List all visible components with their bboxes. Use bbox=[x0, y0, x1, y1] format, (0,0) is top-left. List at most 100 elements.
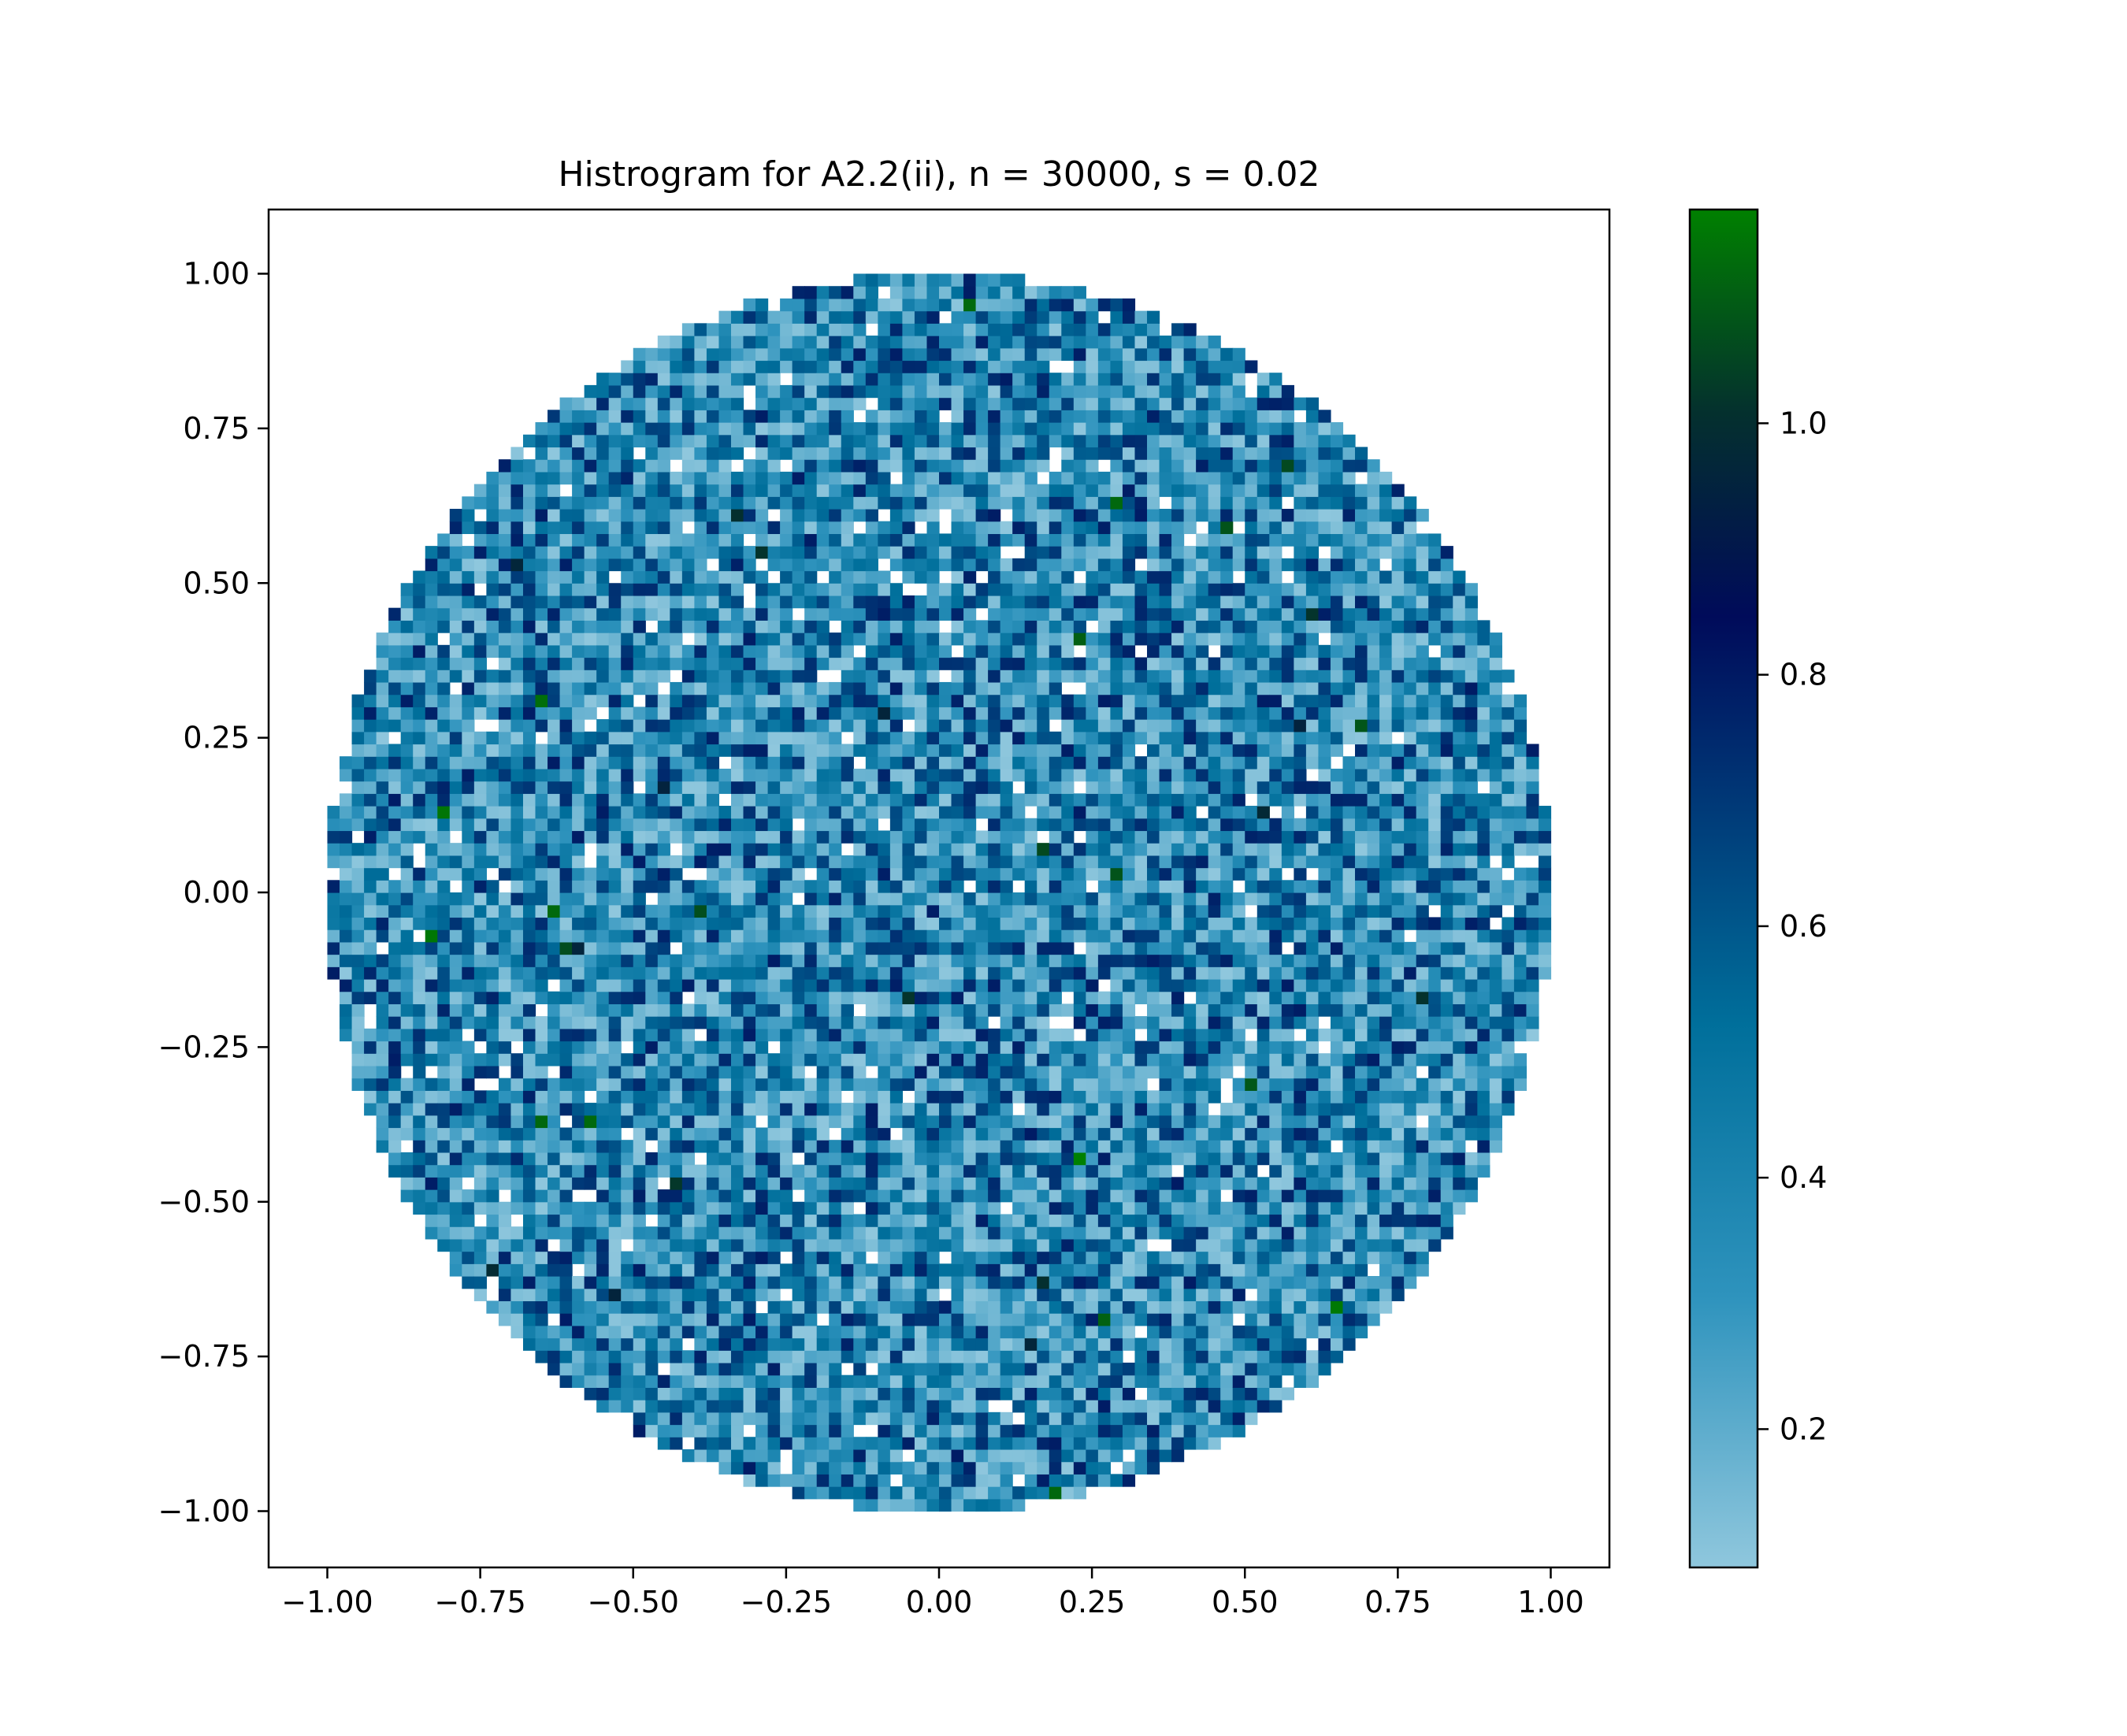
heatmap-cell bbox=[633, 558, 646, 572]
heatmap-cell bbox=[975, 1461, 989, 1474]
heatmap-cell bbox=[755, 904, 769, 918]
heatmap-cell bbox=[657, 1201, 670, 1215]
heatmap-cell bbox=[473, 756, 487, 770]
heatmap-cell bbox=[462, 1016, 475, 1029]
heatmap-cell bbox=[767, 731, 781, 745]
heatmap-cell bbox=[1000, 1028, 1013, 1042]
heatmap-cell bbox=[988, 1374, 1001, 1388]
heatmap-cell bbox=[572, 1313, 585, 1326]
heatmap-cell bbox=[1012, 595, 1026, 609]
heatmap-cell bbox=[670, 929, 683, 943]
heatmap-cell bbox=[706, 1325, 720, 1339]
heatmap-cell bbox=[1061, 595, 1075, 609]
heatmap-cell bbox=[681, 880, 695, 893]
heatmap-cell bbox=[425, 929, 438, 943]
heatmap-cell bbox=[914, 484, 928, 497]
heatmap-cell bbox=[584, 756, 597, 770]
heatmap-cell bbox=[975, 1028, 989, 1042]
heatmap-cell bbox=[633, 533, 646, 547]
heatmap-cell bbox=[498, 1090, 512, 1104]
heatmap-cell bbox=[853, 471, 867, 485]
heatmap-cell bbox=[1000, 447, 1013, 460]
heatmap-cell bbox=[535, 558, 548, 572]
heatmap-cell bbox=[951, 1313, 964, 1326]
heatmap-cell bbox=[743, 978, 756, 992]
heatmap-cell bbox=[829, 806, 842, 819]
heatmap-cell bbox=[388, 1152, 402, 1166]
heatmap-cell bbox=[730, 397, 744, 410]
heatmap-cell bbox=[694, 1437, 707, 1450]
heatmap-cell bbox=[522, 880, 536, 893]
heatmap-cell bbox=[1000, 595, 1013, 609]
heatmap-cell bbox=[1086, 793, 1099, 807]
heatmap-cell bbox=[670, 521, 683, 535]
heatmap-cell bbox=[988, 1189, 1001, 1203]
heatmap-cell bbox=[486, 978, 499, 992]
heatmap-cell bbox=[730, 904, 744, 918]
heatmap-cell bbox=[767, 1127, 781, 1141]
heatmap-cell bbox=[1061, 459, 1075, 473]
heatmap-cell bbox=[1073, 1411, 1086, 1426]
heatmap-cell bbox=[878, 533, 891, 547]
heatmap-cell bbox=[621, 904, 634, 918]
heatmap-cell bbox=[681, 1090, 695, 1104]
heatmap-cell bbox=[548, 1325, 561, 1339]
heatmap-cell bbox=[939, 1400, 952, 1413]
heatmap-cell bbox=[621, 583, 634, 596]
heatmap-cell bbox=[988, 768, 1001, 782]
heatmap-cell bbox=[548, 793, 561, 807]
heatmap-cell bbox=[364, 917, 377, 930]
heatmap-cell bbox=[596, 1003, 610, 1017]
heatmap-cell bbox=[449, 966, 462, 980]
heatmap-cell bbox=[608, 1201, 622, 1215]
heatmap-cell bbox=[657, 793, 670, 807]
heatmap-cell bbox=[829, 471, 842, 485]
heatmap-cell bbox=[559, 818, 573, 832]
heatmap-cell bbox=[633, 620, 646, 633]
heatmap-cell bbox=[1061, 1103, 1075, 1116]
heatmap-cell bbox=[914, 991, 928, 1004]
heatmap-cell bbox=[743, 929, 756, 943]
heatmap-cell bbox=[584, 410, 597, 423]
heatmap-cell bbox=[889, 595, 904, 609]
heatmap-cell bbox=[559, 1214, 573, 1227]
heatmap-cell bbox=[1073, 1164, 1086, 1178]
heatmap-cell bbox=[755, 978, 769, 992]
heatmap-cell bbox=[878, 1251, 891, 1264]
heatmap-cell bbox=[1037, 818, 1050, 832]
heatmap-cell bbox=[1049, 1486, 1062, 1500]
heatmap-cell bbox=[1086, 1300, 1099, 1314]
heatmap-cell bbox=[926, 1152, 940, 1166]
heatmap-cell bbox=[755, 583, 769, 596]
heatmap-cell bbox=[462, 558, 475, 572]
heatmap-cell bbox=[559, 694, 573, 707]
heatmap-cell bbox=[1049, 806, 1062, 819]
heatmap-cell bbox=[1049, 1449, 1062, 1463]
heatmap-cell bbox=[951, 484, 964, 497]
heatmap-cell bbox=[670, 533, 683, 547]
heatmap-cell bbox=[926, 384, 940, 399]
heatmap-cell bbox=[730, 644, 744, 658]
heatmap-cell bbox=[730, 731, 744, 745]
heatmap-cell bbox=[473, 1003, 487, 1017]
heatmap-cell bbox=[816, 1387, 830, 1400]
heatmap-cell bbox=[1037, 1251, 1050, 1264]
heatmap-cell bbox=[878, 793, 891, 807]
heatmap-cell bbox=[988, 731, 1001, 745]
heatmap-cell bbox=[1012, 1313, 1026, 1326]
heatmap-cell bbox=[975, 681, 989, 696]
heatmap-cell bbox=[816, 917, 830, 930]
heatmap-cell bbox=[437, 570, 451, 584]
heatmap-cell bbox=[510, 892, 524, 906]
heatmap-cell bbox=[340, 978, 353, 992]
heatmap-cell bbox=[853, 1325, 867, 1339]
heatmap-cell bbox=[633, 1127, 646, 1141]
heatmap-cell bbox=[853, 434, 867, 448]
heatmap-cell bbox=[657, 1016, 670, 1029]
heatmap-cell bbox=[889, 855, 904, 869]
heatmap-cell bbox=[548, 583, 561, 596]
heatmap-cell bbox=[718, 1028, 732, 1042]
heatmap-cell bbox=[522, 1090, 536, 1104]
heatmap-cell bbox=[767, 310, 781, 324]
heatmap-cell bbox=[841, 1214, 854, 1227]
